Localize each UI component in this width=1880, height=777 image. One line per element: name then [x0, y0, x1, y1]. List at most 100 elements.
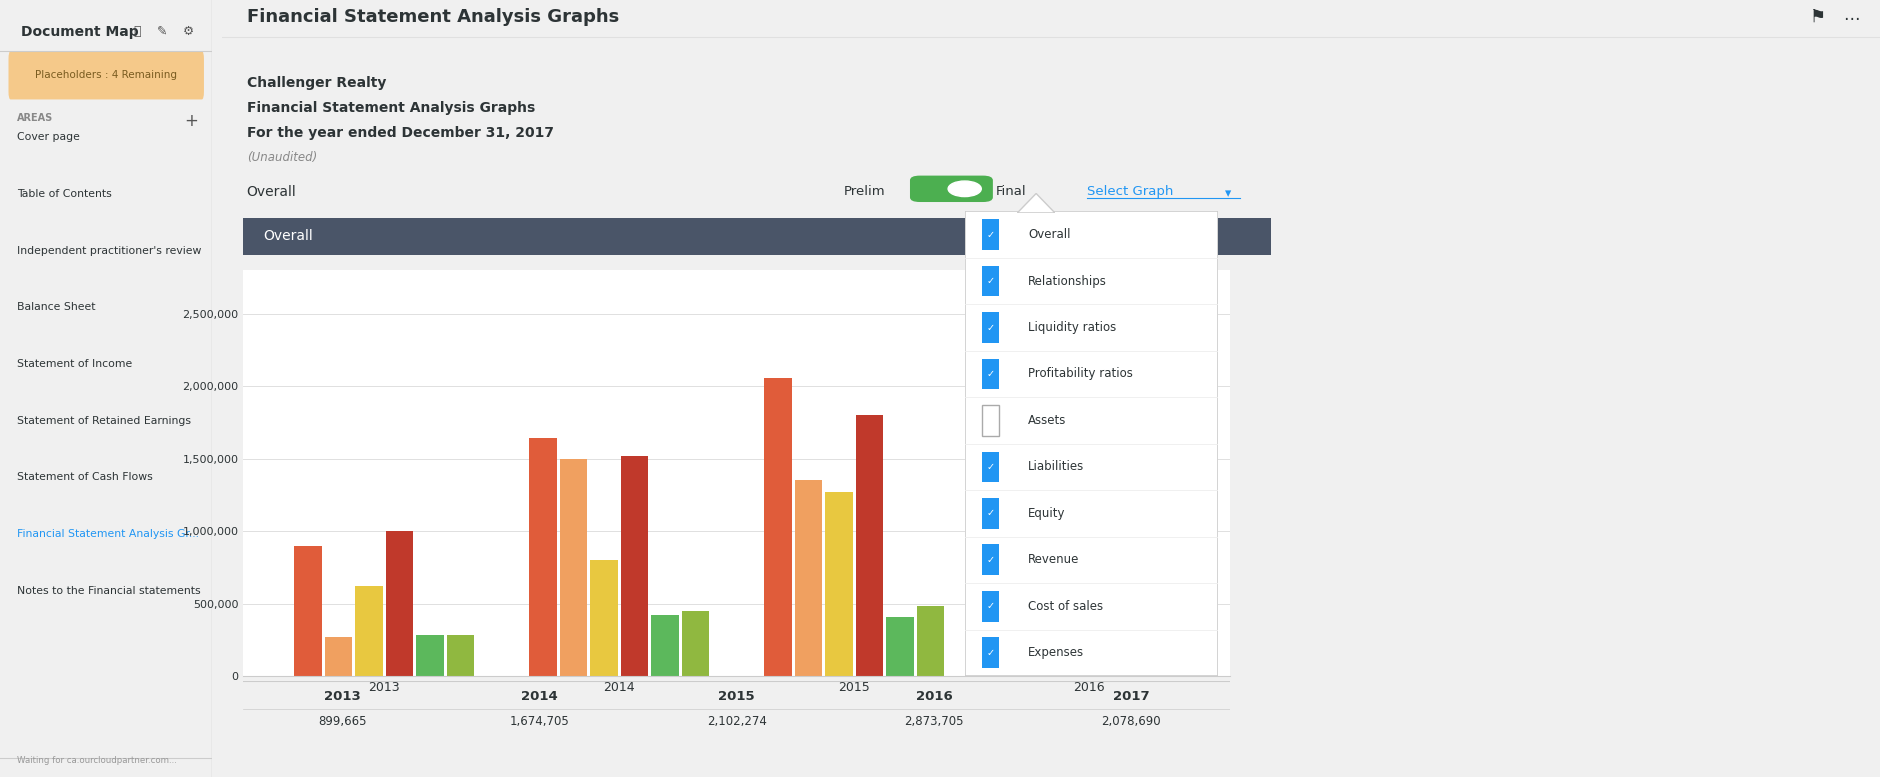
Text: Statement of Retained Earnings: Statement of Retained Earnings	[17, 416, 192, 426]
Text: Overall: Overall	[246, 185, 297, 199]
Text: ✓: ✓	[987, 601, 995, 611]
Text: 2016: 2016	[916, 690, 953, 702]
Text: Statement of Cash Flows: Statement of Cash Flows	[17, 472, 152, 483]
Text: 2013: 2013	[323, 690, 361, 702]
Bar	[325, 637, 352, 676]
Text: 1,674,705: 1,674,705	[509, 715, 570, 727]
Bar	[1030, 458, 1057, 676]
Text: AREAS: AREAS	[17, 113, 53, 123]
Bar	[528, 438, 556, 676]
Text: Equity: Equity	[1028, 507, 1066, 520]
FancyBboxPatch shape	[983, 266, 998, 296]
Bar	[447, 636, 474, 676]
Text: Placeholders : 4 Remaining: Placeholders : 4 Remaining	[36, 71, 177, 80]
FancyBboxPatch shape	[983, 545, 998, 575]
FancyBboxPatch shape	[983, 405, 998, 436]
Text: Profitability ratios: Profitability ratios	[1028, 368, 1134, 381]
Text: ✓: ✓	[987, 555, 995, 565]
Bar	[355, 586, 384, 676]
Text: Relationships: Relationships	[1028, 274, 1107, 287]
Text: (Unaudited): (Unaudited)	[246, 151, 318, 164]
Bar	[682, 611, 709, 676]
Point	[1075, 193, 1098, 203]
Bar	[385, 531, 414, 676]
Text: Select Graph: Select Graph	[1087, 185, 1173, 198]
FancyBboxPatch shape	[983, 219, 998, 250]
FancyBboxPatch shape	[983, 637, 998, 668]
Bar	[415, 636, 444, 676]
FancyBboxPatch shape	[983, 451, 998, 483]
Text: Statement of Income: Statement of Income	[17, 359, 132, 369]
FancyBboxPatch shape	[9, 51, 203, 99]
Bar	[1120, 612, 1149, 676]
Text: Revenue: Revenue	[1028, 553, 1079, 566]
Text: Overall: Overall	[1028, 228, 1070, 241]
Text: Liabilities: Liabilities	[1028, 461, 1085, 473]
Bar	[560, 458, 587, 676]
FancyBboxPatch shape	[983, 312, 998, 343]
Text: 899,665: 899,665	[318, 715, 367, 727]
Text: ⋯: ⋯	[1844, 10, 1859, 29]
Text: ✓: ✓	[987, 369, 995, 379]
Bar	[917, 607, 944, 676]
Text: 2017: 2017	[1113, 690, 1151, 702]
Bar	[1090, 453, 1119, 676]
Text: ✓: ✓	[987, 276, 995, 286]
FancyBboxPatch shape	[243, 218, 1271, 255]
Text: Waiting for ca.ourcloudpartner.com...: Waiting for ca.ourcloudpartner.com...	[17, 756, 177, 765]
Bar	[620, 456, 649, 676]
Text: 2,873,705: 2,873,705	[904, 715, 964, 727]
Text: Document Map: Document Map	[21, 25, 139, 39]
Text: Financial Statement Analysis Graphs: Financial Statement Analysis Graphs	[246, 101, 536, 115]
Bar	[1152, 611, 1179, 676]
Text: Liquidity ratios: Liquidity ratios	[1028, 321, 1117, 334]
Text: Final: Final	[996, 185, 1026, 198]
Text: Expenses: Expenses	[1028, 646, 1085, 659]
Bar	[1060, 560, 1087, 676]
Text: Financial Statement Analysis Graphs: Financial Statement Analysis Graphs	[246, 8, 619, 26]
Text: Financial Statement Analysis Gr...: Financial Statement Analysis Gr...	[17, 529, 199, 539]
Text: ✓: ✓	[987, 508, 995, 518]
Text: Cost of sales: Cost of sales	[1028, 600, 1104, 613]
Bar	[590, 560, 619, 676]
Text: ▾: ▾	[1226, 187, 1231, 200]
Text: 2015: 2015	[718, 690, 756, 702]
Text: Balance Sheet: Balance Sheet	[17, 302, 96, 312]
Text: ⎙: ⎙	[133, 25, 141, 38]
Text: ✓: ✓	[987, 229, 995, 239]
Text: ✓: ✓	[987, 322, 995, 333]
Text: Independent practitioner's review: Independent practitioner's review	[17, 246, 201, 256]
Bar	[795, 480, 822, 676]
Polygon shape	[1017, 193, 1055, 213]
Text: Table of Contents: Table of Contents	[17, 189, 111, 199]
FancyBboxPatch shape	[983, 498, 998, 528]
Text: ⚑: ⚑	[1810, 8, 1827, 26]
Bar	[998, 371, 1026, 676]
Bar	[763, 378, 791, 676]
Text: Cover page: Cover page	[17, 132, 79, 142]
FancyBboxPatch shape	[910, 176, 993, 202]
Text: ⚙: ⚙	[182, 25, 194, 38]
Text: ✎: ✎	[158, 25, 167, 38]
Point	[1230, 193, 1252, 203]
Bar	[885, 617, 914, 676]
Bar	[855, 415, 884, 676]
Circle shape	[948, 181, 981, 197]
Text: 2,102,274: 2,102,274	[707, 715, 767, 727]
Text: Overall: Overall	[263, 229, 314, 243]
FancyBboxPatch shape	[964, 211, 1218, 676]
Text: Challenger Realty: Challenger Realty	[246, 76, 385, 90]
Bar	[295, 545, 321, 676]
Text: Assets: Assets	[1028, 414, 1066, 427]
Text: ✓: ✓	[987, 648, 995, 658]
Text: Prelim: Prelim	[844, 185, 885, 198]
Text: 2,078,690: 2,078,690	[1102, 715, 1162, 727]
Text: For the year ended December 31, 2017: For the year ended December 31, 2017	[246, 126, 555, 140]
FancyBboxPatch shape	[983, 591, 998, 622]
Text: Notes to the Financial statements: Notes to the Financial statements	[17, 586, 201, 596]
Text: ✓: ✓	[987, 462, 995, 472]
Text: +: +	[184, 112, 197, 130]
Text: 2014: 2014	[521, 690, 558, 702]
Bar	[825, 492, 854, 676]
FancyBboxPatch shape	[983, 359, 998, 389]
